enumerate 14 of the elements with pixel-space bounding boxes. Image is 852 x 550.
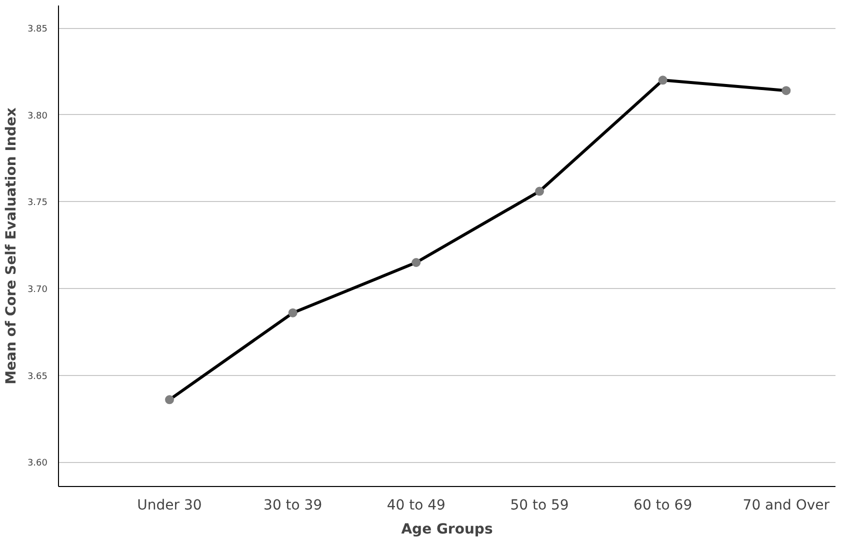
x-tick-label: 40 to 49 <box>386 498 446 514</box>
x-tick-label: 50 to 59 <box>510 498 569 514</box>
y-tick-label: 3.60 <box>27 458 48 469</box>
x-tick-label: 70 and Over <box>742 498 830 514</box>
y-tick-label: 3.75 <box>27 198 48 208</box>
y-tick-label: 3.85 <box>27 24 48 35</box>
x-tick-label: Under 30 <box>137 498 202 514</box>
y-tick-label: 3.70 <box>27 285 48 296</box>
y-axis-title: Mean of Core Self Evaluation Index <box>3 108 20 384</box>
y-tick-label: 3.80 <box>27 111 48 122</box>
x-tick-label: 30 to 39 <box>264 498 322 514</box>
x-axis-title: Age Groups <box>401 522 493 538</box>
x-tick-label: 60 to 69 <box>634 498 692 514</box>
y-tick-label: 3.65 <box>27 372 48 382</box>
